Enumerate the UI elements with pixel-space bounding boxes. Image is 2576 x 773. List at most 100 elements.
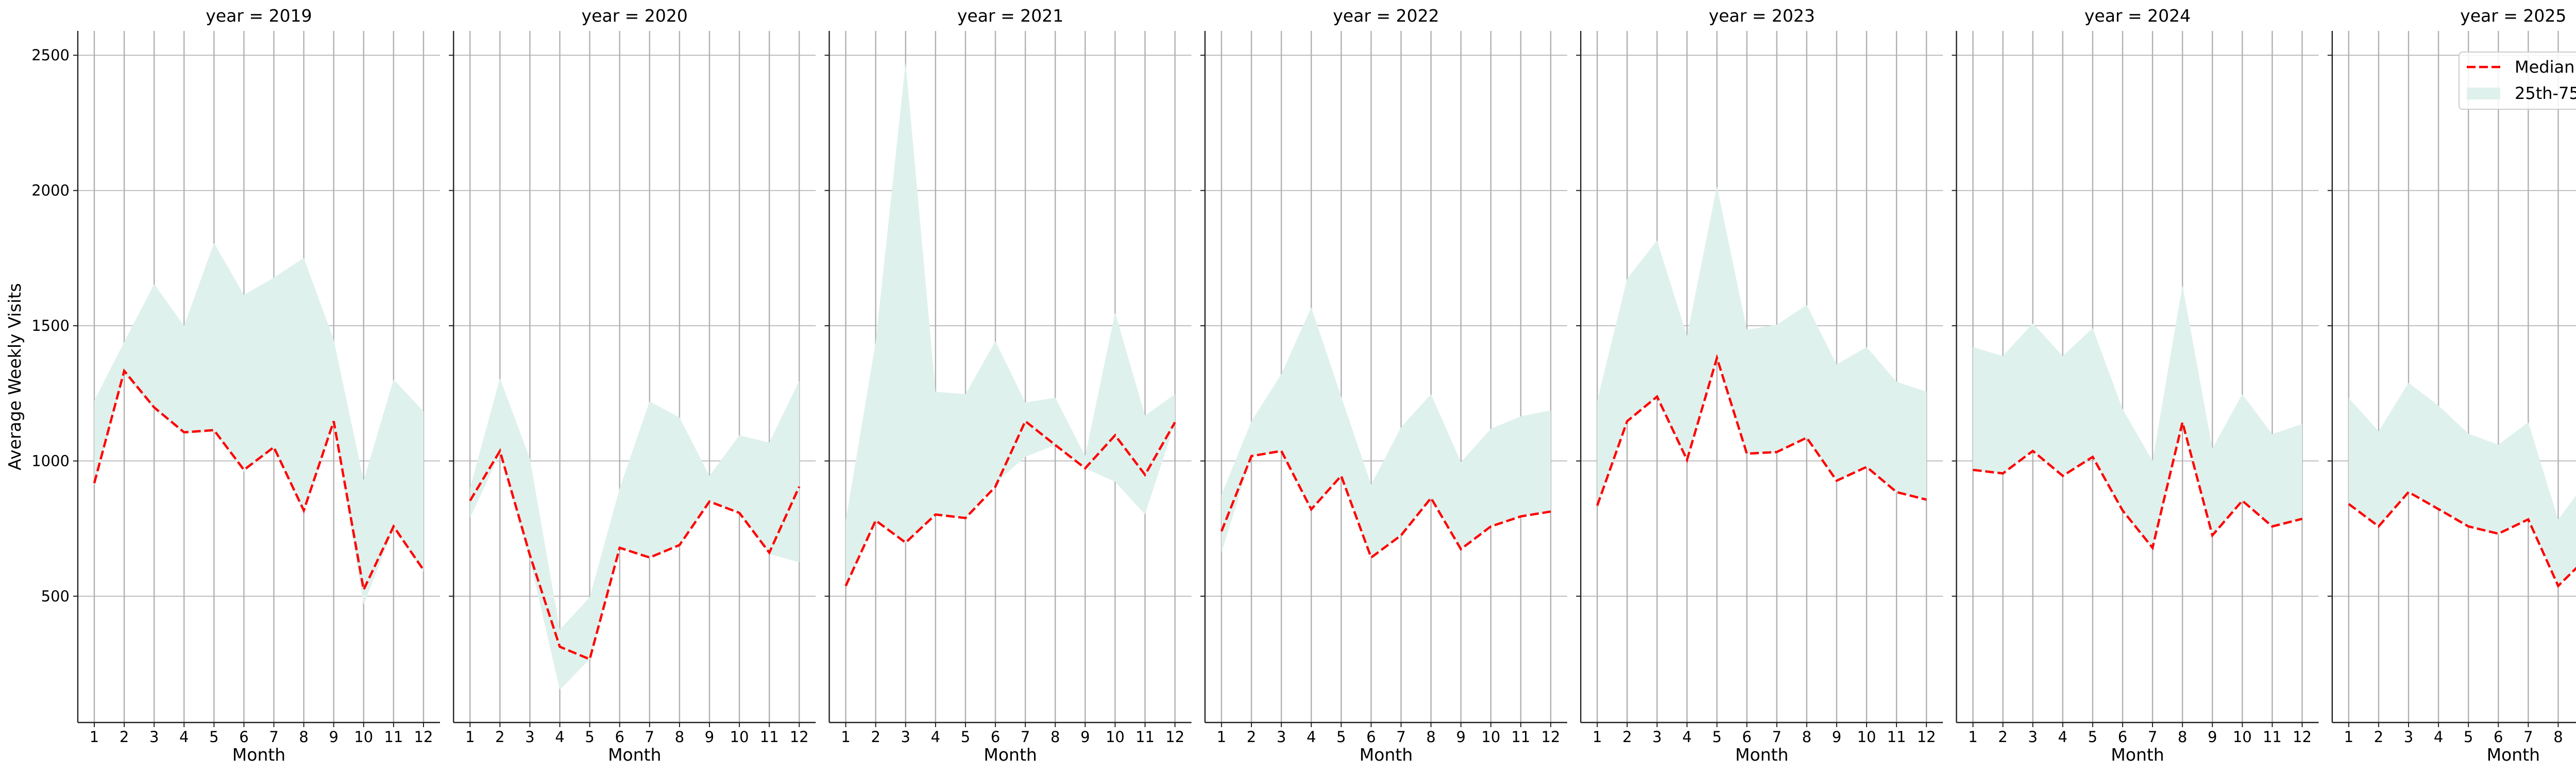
percentile-band [2348, 382, 2576, 586]
x-tick-label: 6 [1742, 728, 1751, 746]
x-tick-label: 11 [1887, 728, 1906, 746]
x-tick-label: 6 [2494, 728, 2503, 746]
x-tick-label: 1 [2344, 728, 2353, 746]
x-tick-label: 5 [961, 728, 970, 746]
x-tick-label: 2 [871, 728, 880, 746]
x-tick-label: 9 [1832, 728, 1841, 746]
x-tick-label: 10 [1857, 728, 1876, 746]
median-line [93, 368, 425, 594]
x-tick-label: 11 [1136, 728, 1155, 746]
x-tick-label: 11 [384, 728, 403, 746]
x-tick-label: 12 [1541, 728, 1560, 746]
x-tick-label: 7 [1021, 728, 1030, 746]
percentile-band [1597, 186, 1927, 506]
x-tick-label: 11 [2263, 728, 2282, 746]
x-tick-label: 3 [2028, 728, 2037, 746]
x-tick-label: 6 [991, 728, 1000, 746]
percentile-band [1221, 307, 1551, 558]
x-tick-label: 7 [645, 728, 654, 746]
median-line [1973, 422, 2303, 550]
x-tick-label: 8 [2553, 728, 2563, 746]
x-tick-label: 1 [90, 728, 99, 746]
x-tick-label: 9 [1080, 728, 1090, 746]
x-tick-label: 11 [760, 728, 779, 746]
x-tick-label: 2 [120, 728, 129, 746]
x-tick-label: 2 [1998, 728, 2007, 746]
x-tick-label: 4 [1682, 728, 1691, 746]
legend-band-label: 25th-75th Percentile [2515, 83, 2576, 103]
x-tick-label: 2 [1622, 728, 1632, 746]
percentile-band [470, 378, 800, 690]
percentile-band [1973, 285, 2302, 548]
x-tick-label: 5 [2464, 728, 2473, 746]
x-tick-label: 6 [615, 728, 624, 746]
y-tick-label: 2500 [31, 46, 70, 64]
x-axis-label: Month [608, 745, 661, 765]
x-tick-label: 6 [239, 728, 248, 746]
x-tick-label: 4 [555, 728, 564, 746]
legend-median-label: Median [2515, 57, 2574, 77]
x-tick-label: 9 [2208, 728, 2217, 746]
x-tick-label: 7 [1772, 728, 1782, 746]
x-tick-label: 10 [1106, 728, 1125, 746]
x-tick-label: 10 [354, 728, 373, 746]
y-tick-label: 2000 [31, 182, 70, 199]
percentile-band [94, 243, 423, 605]
x-tick-label: 5 [209, 728, 218, 746]
x-axis-label: Month [984, 745, 1037, 765]
x-tick-label: 12 [790, 728, 809, 746]
x-axis-label: Month [2487, 745, 2540, 765]
y-tick-label: 1500 [31, 317, 70, 334]
x-tick-label: 11 [1511, 728, 1530, 746]
x-tick-label: 1 [465, 728, 474, 746]
x-tick-label: 10 [2233, 728, 2252, 746]
facet-title: year = 2019 [206, 6, 312, 26]
x-tick-label: 8 [299, 728, 308, 746]
x-tick-label: 3 [1277, 728, 1286, 746]
x-tick-label: 4 [931, 728, 940, 746]
legend: Median 25th-75th Percentile [2459, 52, 2576, 110]
x-tick-label: 5 [2088, 728, 2097, 746]
facet-title: year = 2021 [957, 6, 1063, 26]
x-tick-label: 4 [1307, 728, 1316, 746]
x-tick-label: 7 [269, 728, 278, 746]
x-tick-label: 3 [149, 728, 159, 746]
x-tick-label: 1 [1968, 728, 1977, 746]
median-line [1596, 354, 1927, 506]
x-tick-label: 12 [1917, 728, 1936, 746]
x-tick-label: 1 [841, 728, 850, 746]
x-tick-label: 12 [414, 728, 433, 746]
x-tick-label: 4 [2058, 728, 2067, 746]
x-tick-label: 5 [1712, 728, 1721, 746]
x-tick-label: 1 [1217, 728, 1226, 746]
median-line [2348, 490, 2576, 588]
x-axis-label: Month [1360, 745, 1413, 765]
x-tick-label: 12 [1165, 728, 1184, 746]
x-tick-label: 10 [730, 728, 749, 746]
x-tick-label: 7 [2148, 728, 2157, 746]
median-line [1220, 449, 1551, 560]
x-tick-label: 8 [1050, 728, 1060, 746]
x-tick-label: 3 [2404, 728, 2413, 746]
facet-title: year = 2022 [1333, 6, 1439, 26]
x-tick-label: 5 [1336, 728, 1346, 746]
x-axis-label: Month [1735, 745, 1788, 765]
facet-title: year = 2020 [582, 6, 688, 26]
facet-title: year = 2025 [2460, 6, 2566, 26]
facet-title: year = 2023 [1709, 6, 1815, 26]
x-tick-label: 9 [1456, 728, 1465, 746]
x-tick-label: 4 [179, 728, 189, 746]
facet-title: year = 2024 [2084, 6, 2191, 26]
x-tick-label: 12 [2293, 728, 2312, 746]
x-tick-label: 8 [1802, 728, 1811, 746]
x-tick-label: 1 [1592, 728, 1602, 746]
x-tick-label: 9 [705, 728, 714, 746]
